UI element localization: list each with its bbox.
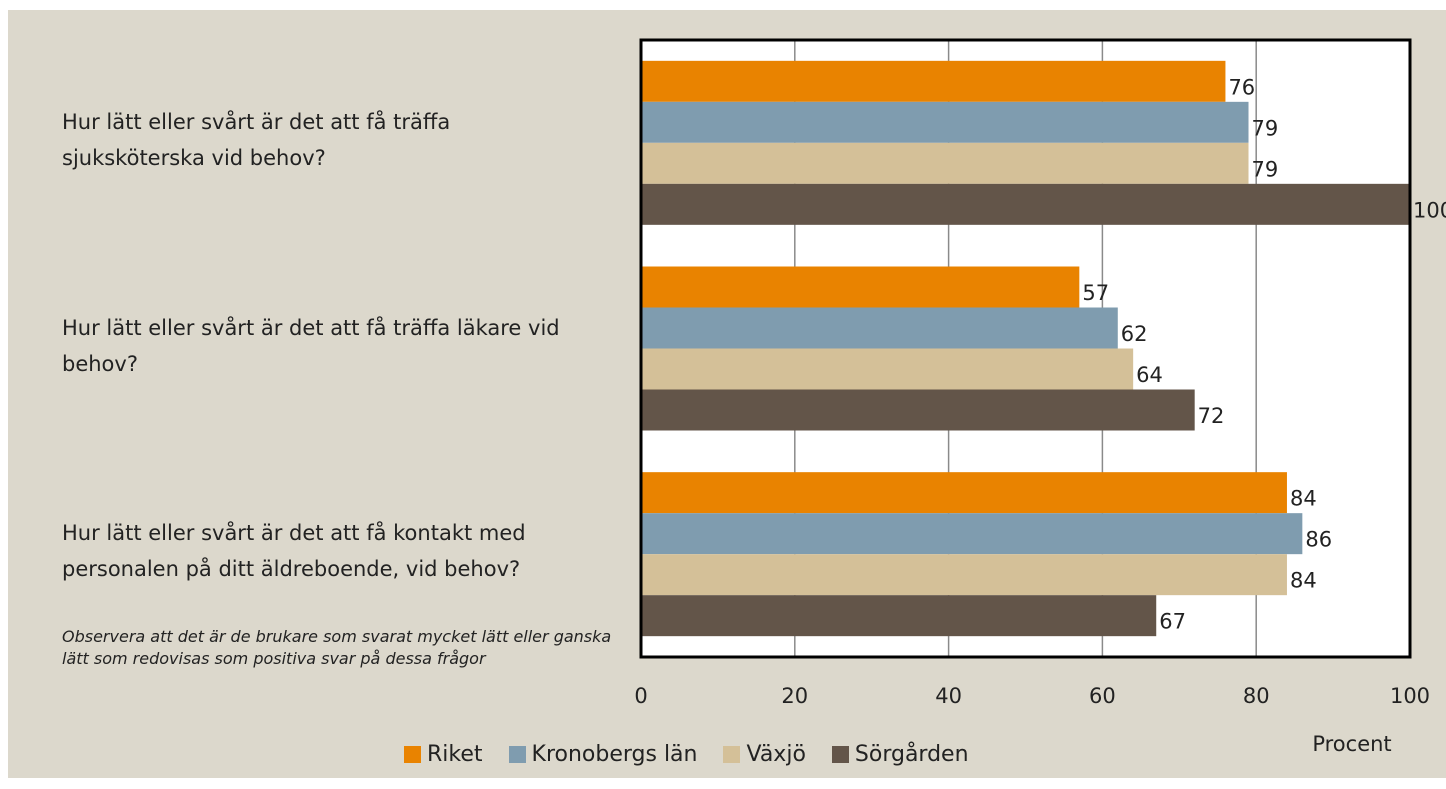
bar: [641, 513, 1303, 555]
legend-swatch: [404, 746, 421, 763]
x-tick-label: 0: [634, 684, 647, 708]
bar: [641, 389, 1195, 431]
legend-swatch: [508, 746, 526, 763]
x-tick-label: 80: [1243, 684, 1270, 708]
legend-item: Riket: [404, 742, 483, 767]
legend-label: Växjö: [746, 742, 806, 767]
bar: [641, 307, 1118, 349]
data-label: 100: [1413, 198, 1446, 222]
x-tick-label: 60: [1089, 684, 1116, 708]
legend-item: Växjö: [723, 742, 806, 767]
legend-label: Sörgården: [854, 742, 969, 767]
data-label: 72: [1198, 404, 1225, 428]
legend-swatch: [723, 746, 741, 763]
category-label: Hur lätt eller svårt är det att få träff…: [62, 109, 451, 170]
data-label: 76: [1228, 75, 1255, 99]
bar: [641, 472, 1287, 514]
bar: [641, 183, 1410, 225]
data-label: 79: [1252, 116, 1279, 140]
data-label: 64: [1136, 363, 1163, 387]
bar: [641, 142, 1249, 184]
data-label: 86: [1305, 528, 1332, 552]
data-label: 62: [1121, 322, 1148, 346]
x-tick-label: 100: [1390, 684, 1430, 708]
legend-label: Kronobergs län: [531, 742, 698, 767]
legend-item: Kronobergs län: [508, 742, 698, 767]
data-label: 84: [1290, 569, 1317, 593]
legend-label: Riket: [427, 742, 483, 767]
data-label: 84: [1290, 487, 1317, 511]
legend-item: Sörgården: [831, 742, 969, 767]
data-label: 79: [1252, 157, 1279, 181]
x-tick-label: 40: [935, 684, 962, 708]
data-label: 67: [1159, 610, 1186, 634]
category-label: Hur lätt eller svårt är det att få konta…: [62, 521, 526, 582]
bar: [641, 595, 1157, 637]
bar: [641, 348, 1134, 390]
bar: [641, 554, 1287, 596]
x-axis-label: Procent: [1312, 732, 1391, 756]
data-label: 57: [1082, 281, 1109, 305]
legend-swatch: [831, 746, 849, 763]
x-tick-label: 20: [781, 684, 808, 708]
legend: Riket Kronobergs län Växjö Sörgården: [404, 742, 969, 767]
plot-border: [639, 38, 1412, 659]
note: Observera att det är de brukare som svar…: [62, 627, 612, 668]
category-label: Hur lätt eller svårt är det att få träff…: [62, 315, 560, 376]
bar: [641, 101, 1249, 143]
bar: [641, 266, 1080, 308]
bar: [641, 60, 1226, 102]
